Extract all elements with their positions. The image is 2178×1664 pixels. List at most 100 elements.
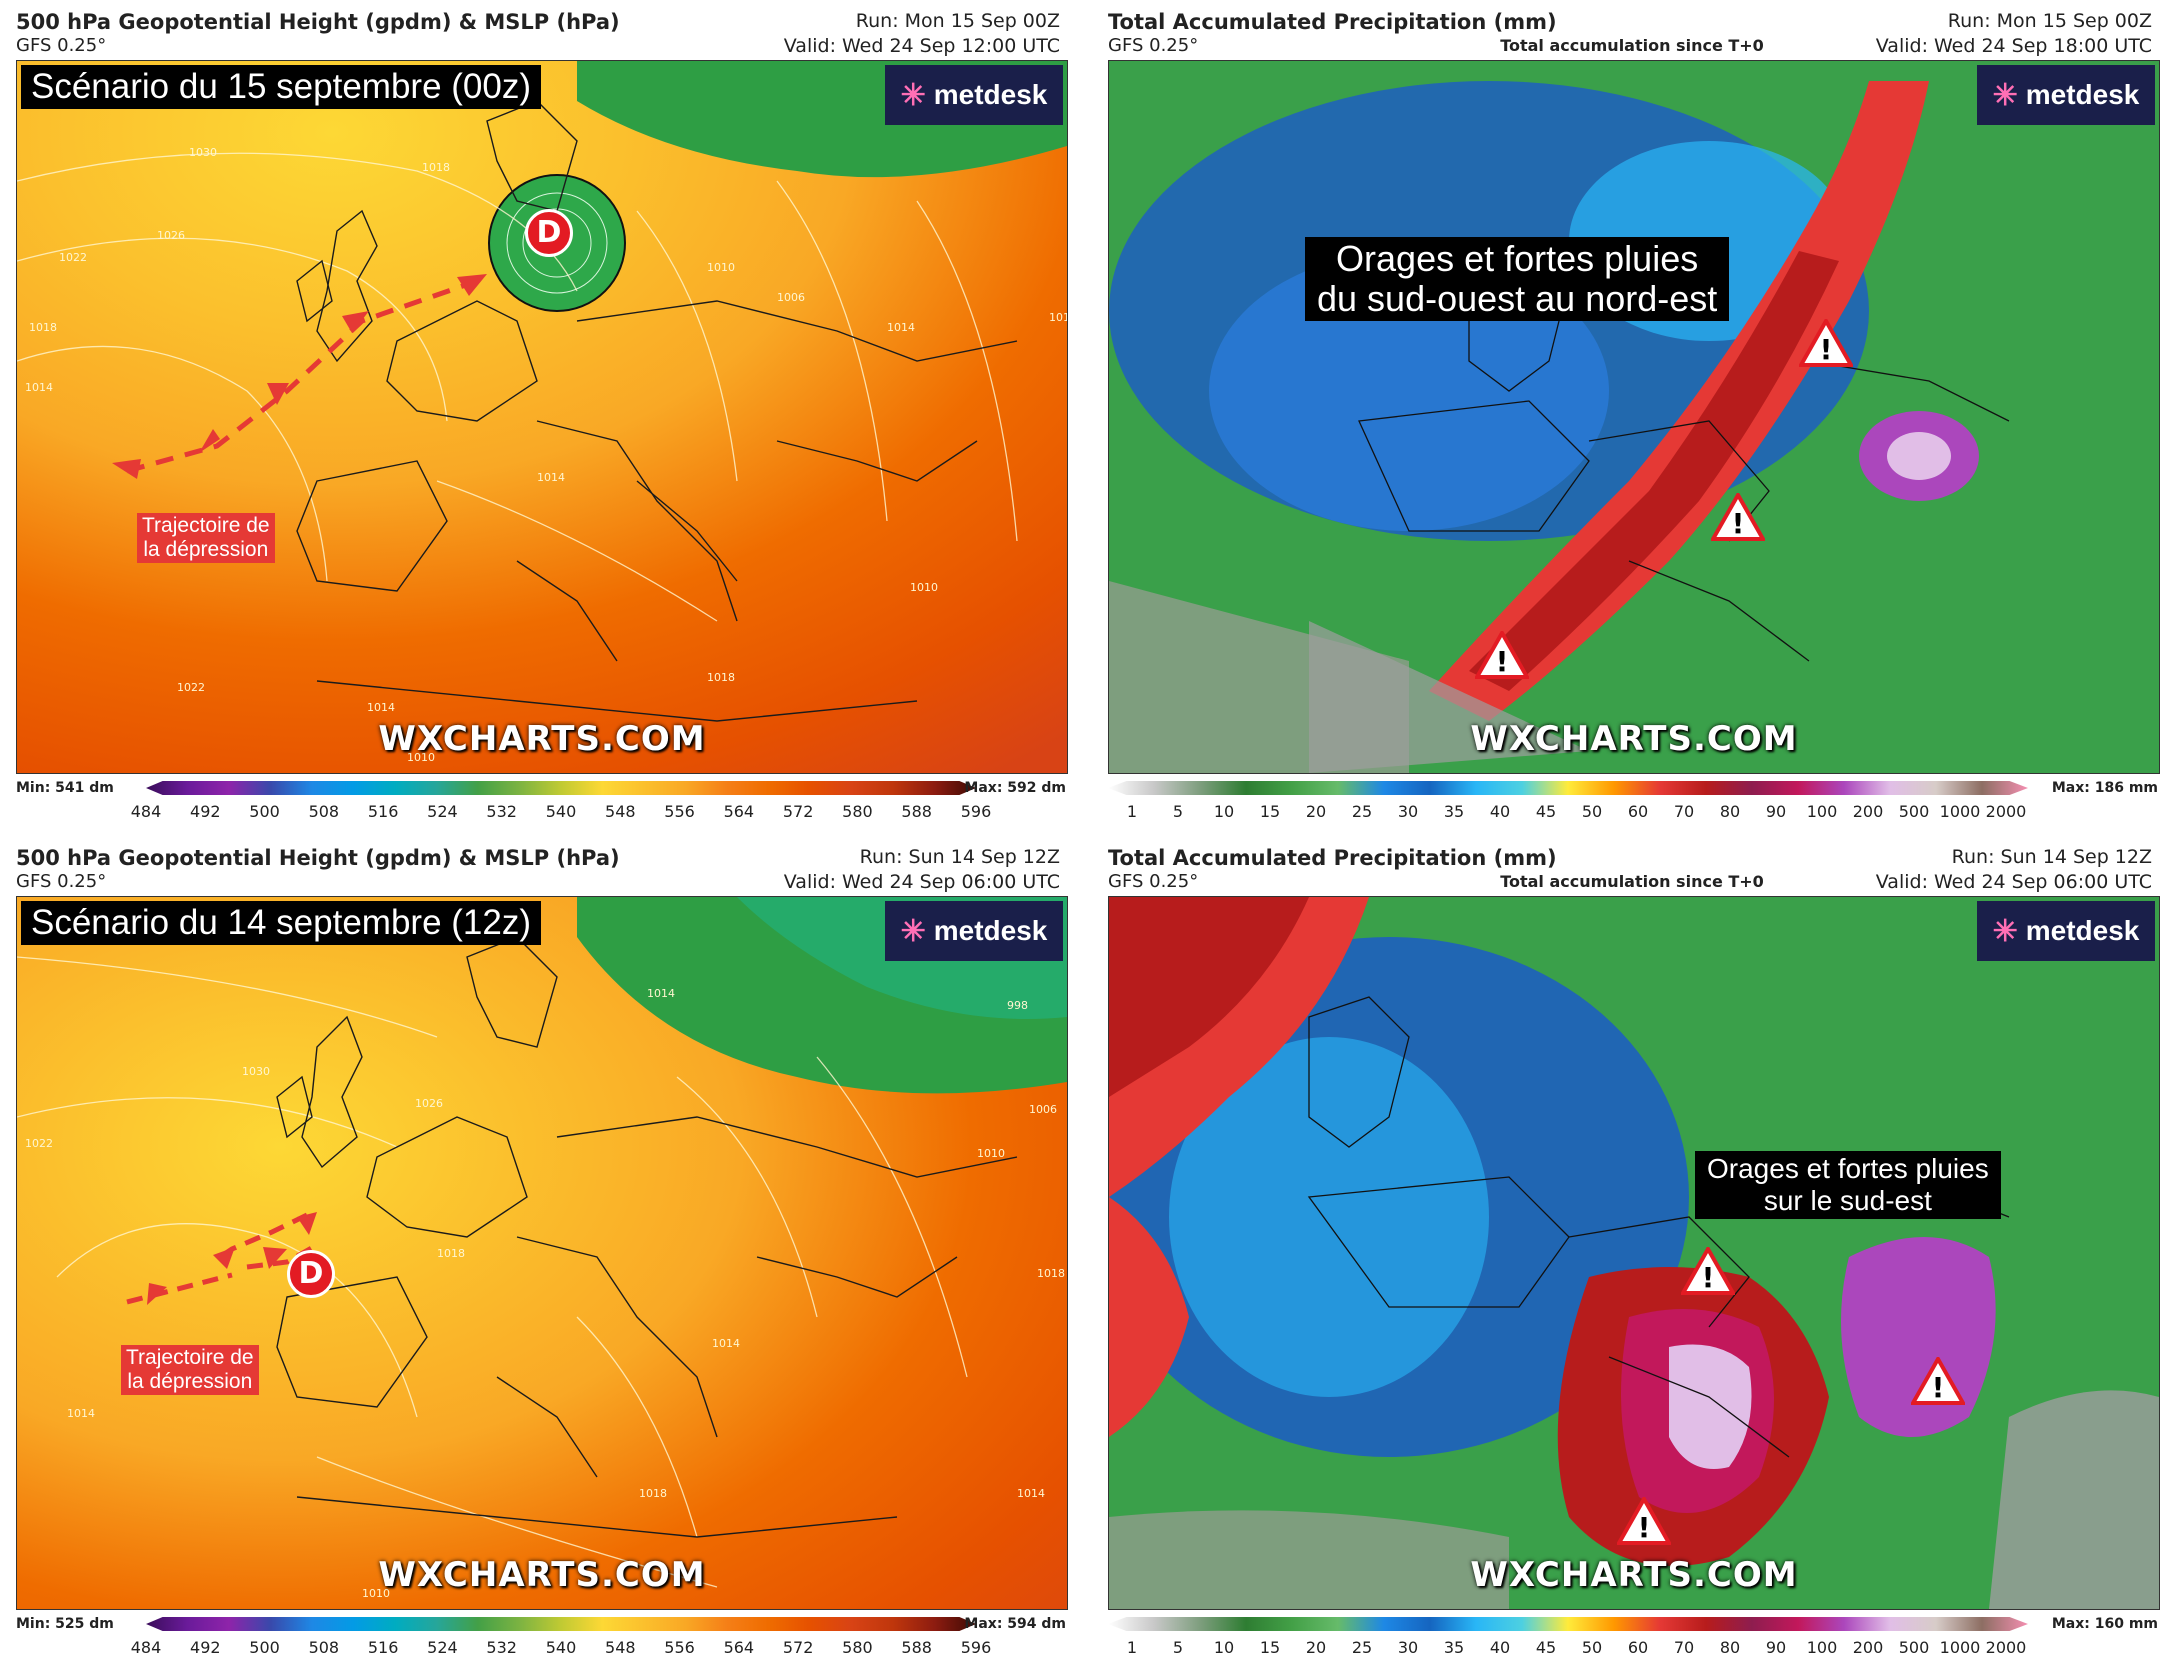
watermark: WXCHARTS.COM: [1470, 1555, 1798, 1595]
gph-legend: Min: 541 dm Max: 592 dm 484 492 500 508 516 5…: [16, 778, 1066, 828]
legend-max: Max: 160 mm: [2051, 1616, 2158, 1632]
model-label: GFS 0.25°: [16, 35, 107, 56]
watermark: WXCHARTS.COM: [1470, 719, 1798, 759]
annotation-box: Orages et fortes pluies sur le sud-est: [1695, 1151, 2001, 1219]
svg-text:1018: 1018: [639, 1487, 667, 1500]
legend-tick-label: 556: [664, 802, 695, 821]
legend-tick-label: 1000: [1939, 1638, 1981, 1657]
legend-tick-label: 508: [308, 1638, 340, 1657]
warning-icon: !: [1911, 1357, 1965, 1405]
legend-tick-label: 596: [960, 1638, 992, 1657]
precip-legend: Max: 160 mm 1 5 10 15 20 25 30 35 40 45 50 60 70 80 90…: [1108, 1614, 2158, 1664]
legend-tick-label: 70: [1673, 1638, 1695, 1657]
legend-tick-label: 60: [1627, 802, 1649, 821]
gph-field: 1030 1022 1026 1014 998 1006 1010 1014 1…: [17, 897, 1067, 1609]
svg-text:1014: 1014: [367, 701, 395, 714]
legend-tick-label: 532: [486, 802, 517, 821]
legend-colorbar: [1108, 781, 2028, 795]
legend-tick-label: 572: [782, 802, 814, 821]
svg-text:1022: 1022: [177, 681, 205, 694]
legend-tick-label: 90: [1765, 1638, 1787, 1657]
legend-tick-label: 80: [1719, 802, 1741, 821]
legend-tick-label: 60: [1627, 1638, 1649, 1657]
legend-tick-label: 484: [130, 1638, 162, 1657]
legend-tick-label: 580: [842, 1638, 873, 1657]
legend-tick-label: 1000: [1939, 802, 1981, 821]
watermark: WXCHARTS.COM: [378, 719, 706, 759]
svg-text:1018: 1018: [707, 671, 735, 684]
svg-text:1018: 1018: [422, 161, 450, 174]
svg-text:1018: 1018: [1049, 311, 1067, 324]
legend-tick-label: 588: [901, 802, 932, 821]
legend-tick-label: 548: [605, 802, 636, 821]
svg-text:!: !: [1638, 1511, 1651, 1544]
metdesk-logo: ✳ metdesk: [885, 65, 1063, 125]
svg-text:1018: 1018: [29, 321, 57, 334]
legend-tick-label: 5: [1172, 802, 1184, 821]
legend-colorbar: [146, 781, 976, 795]
warning-icon: !: [1681, 1247, 1735, 1295]
legend-tick-label: 50: [1581, 1638, 1603, 1657]
scenario-label: Scénario du 15 septembre (00z): [21, 65, 541, 109]
legend-tick-label: 10: [1213, 802, 1235, 821]
legend-tick-label: 540: [545, 1638, 577, 1657]
panel-precip-14sep: Total Accumulated Precipitation (mm) GFS…: [1102, 844, 2162, 1664]
panel-gph-14sep: 500 hPa Geopotential Height (gpdm) & MSL…: [10, 844, 1070, 1664]
warning-icon: !: [1711, 493, 1765, 541]
legend-tick-label: 572: [782, 1638, 814, 1657]
model-label: GFS 0.25°: [1108, 871, 1199, 892]
legend-tick-label: 588: [901, 1638, 932, 1657]
gph-legend: Min: 525 dm Max: 594 dm 484 492 500 508 516 5…: [16, 1614, 1066, 1664]
legend-colorbar: [146, 1617, 976, 1631]
svg-text:1010: 1010: [977, 1147, 1005, 1160]
svg-text:1010: 1010: [910, 581, 938, 594]
isobar-labels: 1030 1026 1022 1018 1014 1018 1010 1006 …: [25, 146, 1067, 764]
panel-gph-15sep: 500 hPa Geopotential Height (gpdm) & MSL…: [10, 8, 1070, 828]
svg-text:1022: 1022: [25, 1137, 53, 1150]
precip-legend: Max: 186 mm 1 5 10 15 20 25 30 35 40 45 50 60 70 80 90…: [1108, 778, 2158, 828]
svg-text:!: !: [1732, 507, 1745, 540]
model-label: GFS 0.25°: [1108, 35, 1199, 56]
metdesk-star-icon: ✳: [1992, 914, 2018, 948]
warning-icon: !: [1617, 1497, 1671, 1545]
legend-tick-label: 100: [1806, 802, 1838, 821]
valid-label: Valid: Wed 24 Sep 06:00 UTC: [1875, 871, 2152, 893]
legend-tick-label: 20: [1305, 802, 1327, 821]
legend-tick-label: 500: [249, 802, 280, 821]
svg-text:!: !: [1702, 1261, 1715, 1294]
valid-label: Valid: Wed 24 Sep 06:00 UTC: [783, 871, 1060, 893]
metdesk-logo: ✳ metdesk: [1977, 65, 2155, 125]
svg-text:1006: 1006: [777, 291, 805, 304]
trajectory-label: Trajectoire de la dépression: [121, 1345, 259, 1395]
legend-tick-label: 564: [723, 1638, 755, 1657]
warning-icon: !: [1475, 631, 1529, 679]
metdesk-logo: ✳ metdesk: [1977, 901, 2155, 961]
svg-text:1026: 1026: [415, 1097, 443, 1110]
annotation-box: Orages et fortes pluies du sud-ouest au n…: [1305, 237, 1730, 321]
legend-tick-label: 1: [1126, 802, 1138, 821]
legend-tick-label: 200: [1852, 1638, 1884, 1657]
legend-tick-label: 540: [545, 802, 577, 821]
legend-tick-label: 2000: [1985, 1638, 2027, 1657]
svg-text:1014: 1014: [887, 321, 915, 334]
legend-tick-label: 516: [367, 802, 399, 821]
low-pressure-marker: D: [287, 1250, 335, 1298]
legend-max: Max: 592 dm: [964, 780, 1066, 796]
svg-text:1010: 1010: [707, 261, 735, 274]
legend-tick-label: 10: [1213, 1638, 1235, 1657]
legend-tick-label: 516: [367, 1638, 399, 1657]
svg-text:1014: 1014: [1017, 1487, 1045, 1500]
legend-min: Min: 541 dm: [16, 780, 114, 796]
gph-field: 1030 1026 1022 1018 1014 1018 1010 1006 …: [17, 61, 1067, 773]
legend-tick-label: 596: [960, 802, 992, 821]
legend-tick-label: 15: [1259, 802, 1281, 821]
legend-tick-label: 90: [1765, 802, 1787, 821]
panel-title: 500 hPa Geopotential Height (gpdm) & MSL…: [16, 846, 620, 870]
low-pressure-marker: D: [525, 209, 573, 257]
isobar-labels: 1030 1022 1026 1014 998 1006 1010 1014 1…: [25, 987, 1065, 1600]
run-label: Run: Mon 15 Sep 00Z: [1947, 10, 2152, 32]
legend-tick-label: 20: [1305, 1638, 1327, 1657]
svg-text:1022: 1022: [59, 251, 87, 264]
precip-field: [1109, 897, 2159, 1609]
legend-tick-label: 50: [1581, 802, 1603, 821]
